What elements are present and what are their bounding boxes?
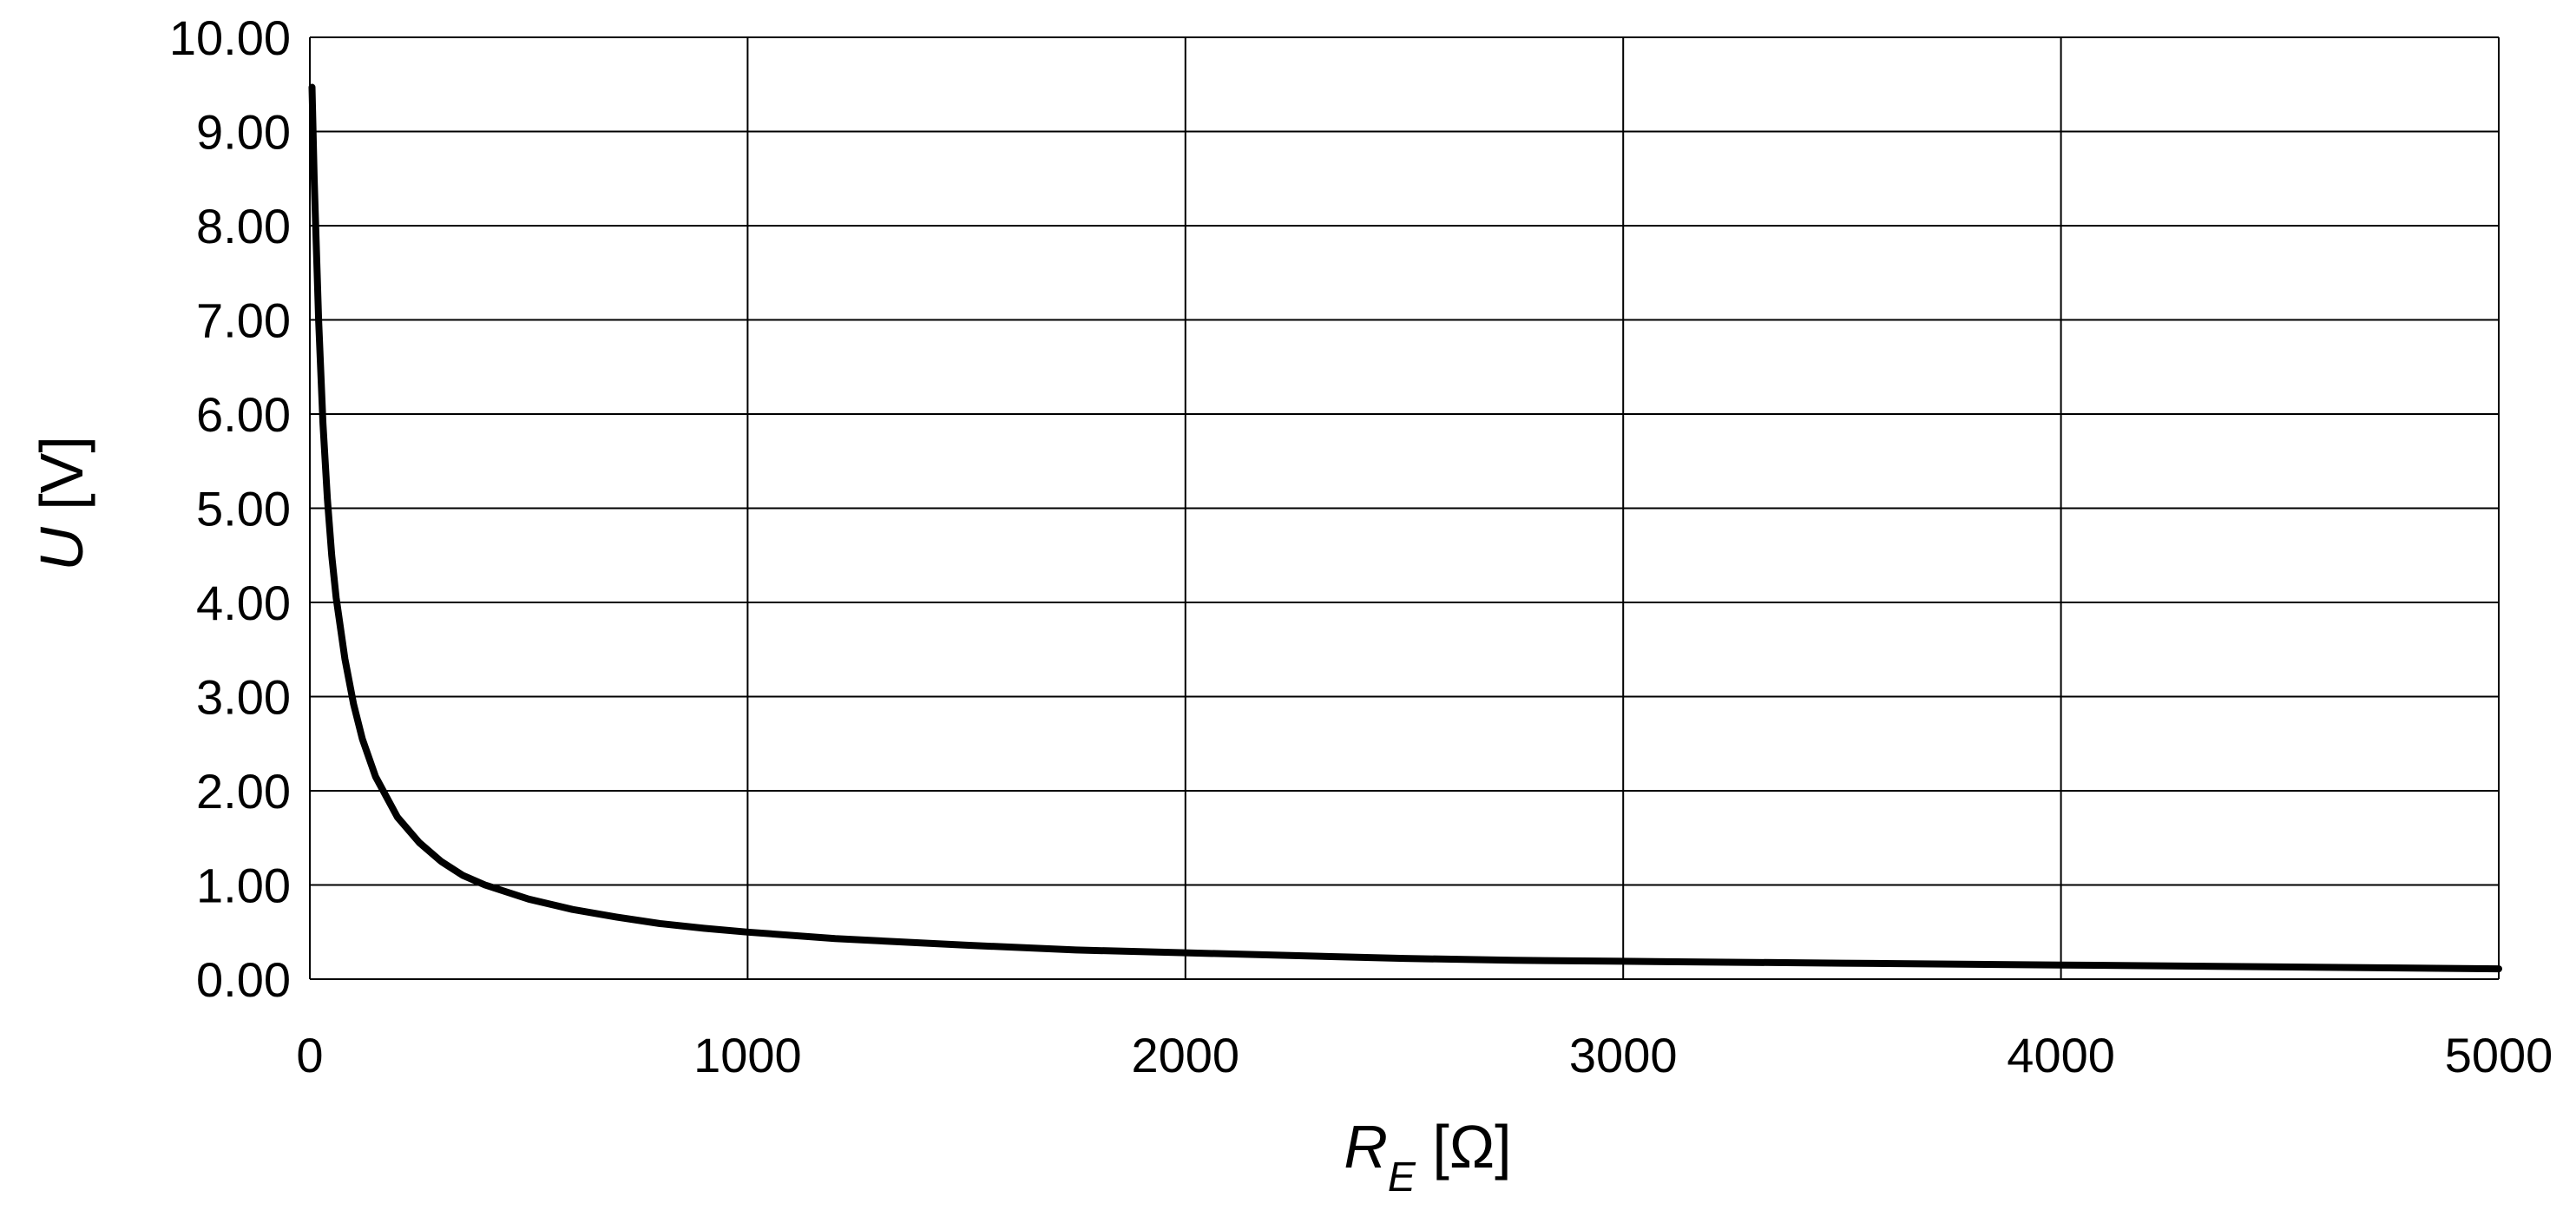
y-tick-label: 9.00 <box>196 105 291 160</box>
x-tick-label: 0 <box>296 1028 323 1082</box>
x-axis-symbol: R <box>1344 1113 1388 1181</box>
y-tick-label: 10.00 <box>169 10 291 65</box>
series-line <box>308 83 2502 973</box>
y-tick-label: 1.00 <box>196 858 291 913</box>
x-tick-label: 5000 <box>2445 1028 2553 1082</box>
x-tick-label: 1000 <box>693 1028 802 1082</box>
y-tick-label: 5.00 <box>196 482 291 536</box>
y-tick-label: 0.00 <box>196 952 291 1007</box>
y-tick-label: 8.00 <box>196 199 291 253</box>
y-axis-unit: [V] <box>28 436 95 527</box>
y-tick-label: 4.00 <box>196 576 291 630</box>
tick-labels: 0.00 1.00 2.00 3.00 4.00 5.00 6.00 7.00 8.00 9.00… <box>169 10 2553 1082</box>
x-axis-title: RE [Ω] <box>1344 1113 1511 1201</box>
y-tick-label: 2.00 <box>196 764 291 819</box>
x-axis-unit: [Ω] <box>1416 1113 1512 1181</box>
x-tick-label: 4000 <box>2007 1028 2115 1082</box>
y-tick-label: 7.00 <box>196 293 291 348</box>
x-tick-label: 2000 <box>1132 1028 1240 1082</box>
y-axis-title: U [V] <box>28 436 95 571</box>
x-axis-subscript: E <box>1388 1155 1416 1201</box>
grid-layer <box>309 36 2500 980</box>
y-tick-label: 6.00 <box>196 387 291 442</box>
y-axis-symbol: U <box>28 527 95 571</box>
x-tick-label: 3000 <box>1569 1028 1678 1082</box>
y-tick-label: 3.00 <box>196 670 291 725</box>
series-layer <box>308 83 2502 973</box>
